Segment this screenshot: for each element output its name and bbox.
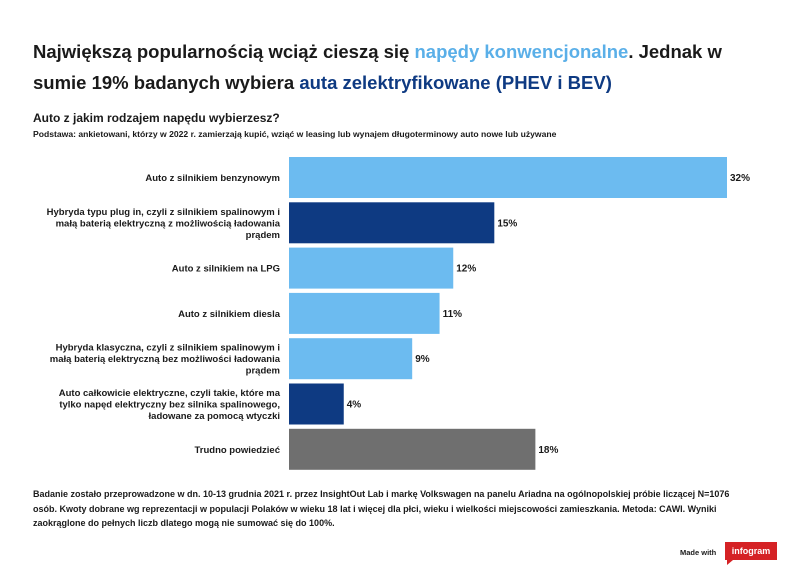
category-label-line: małą baterią elektryczną z możliwością ł… [56,218,281,229]
chart-question: Auto z jakim rodzajem napędu wybierzesz? [33,111,280,125]
category-label-1: Hybryda typu plug in, czyli z silnikiem … [47,207,281,241]
category-label-3: Auto z silnikiem diesla [178,309,281,320]
category-label-line: Auto z silnikiem na LPG [172,264,280,275]
bar-6 [289,428,536,470]
category-label-line: Auto z silnikiem diesla [178,309,281,320]
category-label-line: ładowane za pomocą wtyczki [149,411,280,422]
bar-value-label-1: 15% [497,218,517,229]
category-label-line: tylko napęd elektryczny bez silnika spal… [59,400,280,411]
chart-base-note: Podstawa: ankietowani, którzy w 2022 r. … [33,129,557,139]
category-label-line: prądem [246,230,280,241]
category-label-6: Trudno powiedzieć [194,445,280,456]
headline-highlight-electrified: auta zelektryfikowane (PHEV i BEV) [299,72,612,93]
bar-value-label-2: 12% [456,264,476,275]
bar-5 [289,383,344,425]
category-label-line: Trudno powiedzieć [194,445,280,456]
headline: Największą popularnością wciąż cieszą si… [33,36,773,98]
bar-value-label-3: 11% [443,309,463,320]
bar-value-label-0: 32% [730,173,750,184]
bar-3 [289,292,440,334]
headline-highlight-conventional: napędy konwencjonalne [414,41,629,62]
made-with-label: Made with [680,548,717,557]
bar-chart: 32% Auto z silnikiem benzynowym 15% Hybryda… [47,157,750,470]
infogram-logo-tail [727,560,733,565]
bar-value-label-6: 18% [538,445,558,456]
bar-2 [289,247,454,289]
category-label-line: Auto z silnikiem benzynowym [145,173,280,184]
category-label-line: małą baterią elektryczną bez możliwości … [50,354,281,365]
bar-1 [289,202,495,244]
footnote: Badanie zostało przeprowadzone w dn. 10-… [33,489,730,528]
bar-value-label-5: 4% [347,400,362,411]
category-label-line: prądem [246,366,280,377]
category-label-0: Auto z silnikiem benzynowym [145,173,280,184]
category-label-5: Auto całkowicie elektryczne, czyli takie… [59,388,281,422]
category-label-2: Auto z silnikiem na LPG [172,264,280,275]
headline-text-2: . Jednak w sumie 19% badanych wybiera [33,41,722,93]
category-label-4: Hybryda klasyczna, czyli z silnikiem spa… [50,343,281,377]
category-label-line: Hybryda typu plug in, czyli z silnikiem … [47,207,280,218]
headline-text-1: Największą popularnością wciąż cieszą si… [33,41,415,62]
infogram-logo[interactable]: infogram [725,542,777,560]
bar-4 [289,338,413,380]
category-label-line: Auto całkowicie elektryczne, czyli takie… [59,388,281,399]
category-label-line: Hybryda klasyczna, czyli z silnikiem spa… [56,343,280,354]
bar-value-label-4: 9% [415,354,430,365]
bar-0 [289,157,727,198]
